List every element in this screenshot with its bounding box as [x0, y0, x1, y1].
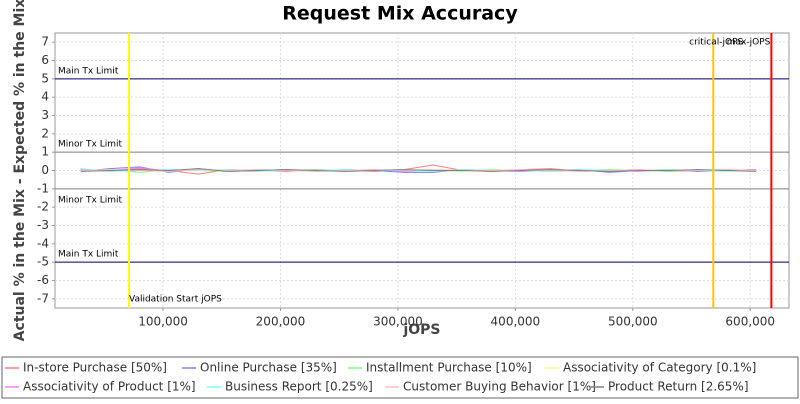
- y-tick-label: -4: [37, 236, 49, 250]
- legend-label: Online Purchase [35%]: [200, 361, 337, 375]
- chart-title: Request Mix Accuracy: [282, 3, 518, 25]
- marker-label: max-jOPS: [727, 38, 771, 48]
- limit-label: Minor Tx Limit: [58, 195, 123, 205]
- y-tick-label: 4: [41, 90, 49, 104]
- legend-label: Customer Buying Behavior [1%]: [403, 380, 596, 394]
- y-tick-label: 7: [41, 35, 49, 49]
- marker-label: Validation Start jOPS: [129, 295, 222, 305]
- x-tick-label: 200,000: [256, 315, 306, 329]
- y-tick-label: 3: [41, 108, 49, 122]
- legend-label: Associativity of Category [0.1%]: [563, 361, 756, 375]
- x-tick-label: 300,000: [373, 315, 423, 329]
- y-tick-label: -2: [37, 200, 49, 214]
- legend-label: Product Return [2.65%]: [608, 380, 749, 394]
- y-tick-label: 0: [41, 163, 49, 177]
- legend: [1, 356, 799, 399]
- y-tick-label: 2: [41, 126, 49, 140]
- x-tick-label: 100,000: [138, 315, 188, 329]
- y-axis-label: Actual % in the Mix - Expected % in the …: [12, 0, 28, 341]
- y-tick-label: -1: [37, 181, 49, 195]
- y-tick-label: -3: [37, 218, 49, 232]
- y-tick-label: 5: [41, 71, 49, 85]
- x-tick-label: 400,000: [491, 315, 541, 329]
- limit-label: Minor Tx Limit: [58, 140, 123, 150]
- y-tick-label: -7: [37, 291, 49, 305]
- legend-label: Associativity of Product [1%]: [23, 380, 196, 394]
- y-tick-label: 1: [41, 145, 49, 159]
- series-line: [80, 168, 757, 172]
- x-axis-label: jOPS: [402, 322, 440, 338]
- limit-label: Main Tx Limit: [58, 66, 119, 76]
- legend-label: Installment Purchase [10%]: [366, 361, 532, 375]
- legend-label: Business Report [0.25%]: [225, 380, 373, 394]
- y-tick-label: -5: [37, 255, 49, 269]
- x-tick-label: 500,000: [608, 315, 658, 329]
- x-tick-label: 600,000: [725, 315, 775, 329]
- limit-label: Main Tx Limit: [58, 250, 119, 260]
- legend-label: In-store Purchase [50%]: [23, 361, 167, 375]
- y-tick-label: 6: [41, 53, 49, 67]
- marker-label: critical-jOPS: [689, 38, 743, 48]
- y-tick-label: -6: [37, 273, 49, 287]
